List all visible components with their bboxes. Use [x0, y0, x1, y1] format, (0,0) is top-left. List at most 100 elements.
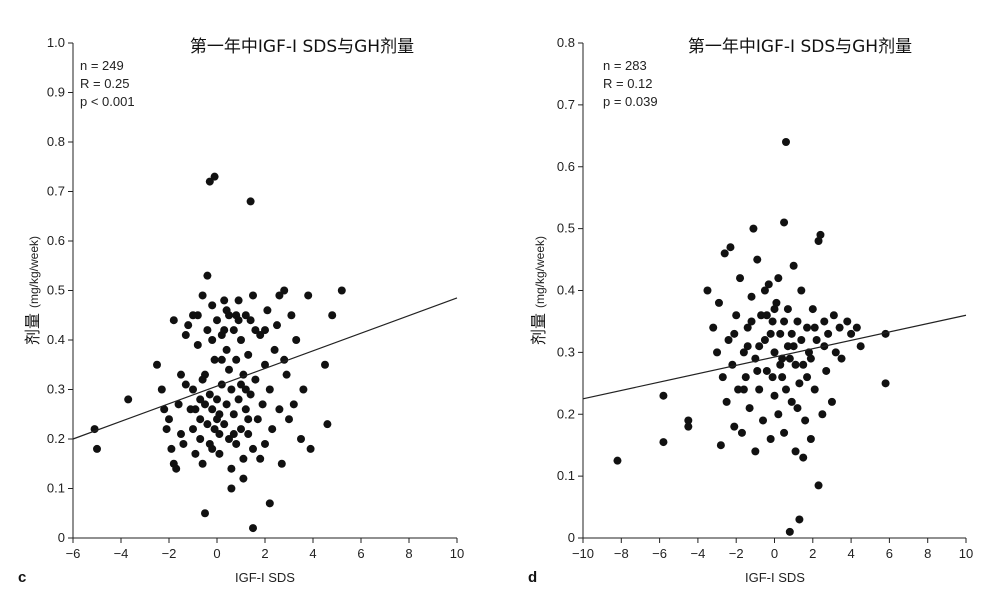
data-point-c: [196, 415, 205, 424]
data-point-d: [791, 360, 800, 369]
data-point-d: [785, 354, 794, 363]
data-point-c: [181, 331, 190, 340]
data-point-c: [239, 454, 248, 463]
data-point-d: [684, 422, 693, 431]
data-point-d: [766, 435, 775, 443]
data-point-c: [263, 306, 272, 315]
data-point-d: [755, 342, 764, 351]
data-point-d: [759, 416, 768, 425]
data-point-c: [196, 395, 205, 404]
stat-r-d: R = 0.12: [603, 76, 653, 91]
stat-p-c: p < 0.001: [80, 94, 135, 109]
data-point-d: [659, 438, 668, 447]
data-point-d: [780, 218, 789, 227]
data-point-c: [165, 415, 173, 424]
data-point-c: [275, 291, 284, 300]
x-tick-label-d: 6: [886, 546, 893, 561]
data-point-c: [203, 271, 212, 280]
data-point-c: [227, 484, 236, 493]
x-tick-label-c: 6: [357, 546, 364, 561]
data-point-c: [220, 326, 229, 335]
data-point-d: [799, 360, 808, 369]
data-point-c: [174, 400, 183, 409]
data-point-d: [613, 456, 622, 465]
data-point-c: [249, 291, 257, 300]
data-point-d: [778, 354, 787, 363]
y-tick-label-d: 0: [568, 530, 575, 545]
data-point-d: [739, 348, 748, 357]
y-axis-title-unit-d: (mg/kg/week): [533, 236, 547, 308]
y-tick-label-c: 0.2: [47, 431, 65, 446]
data-point-c: [253, 415, 262, 424]
data-point-c: [273, 321, 281, 330]
data-point-d: [755, 385, 764, 394]
data-point-c: [244, 350, 253, 359]
data-point-c: [162, 425, 171, 434]
y-tick-label-c: 0.9: [47, 85, 65, 100]
data-point-c: [246, 197, 255, 206]
data-point-c: [222, 345, 231, 354]
data-point-d: [781, 138, 790, 146]
data-point-d: [762, 366, 771, 375]
data-point-c: [208, 405, 217, 414]
data-point-d: [776, 329, 785, 338]
data-point-c: [249, 444, 257, 453]
data-point-d: [774, 410, 783, 419]
data-point-d: [684, 416, 693, 425]
data-point-d: [751, 447, 760, 456]
data-point-d: [787, 397, 796, 406]
data-point-d: [780, 428, 789, 437]
data-point-d: [801, 416, 810, 425]
data-point-d: [739, 385, 748, 394]
data-point-c: [225, 365, 233, 374]
data-point-c: [265, 499, 274, 508]
data-point-c: [179, 439, 188, 448]
data-point-d: [810, 385, 819, 394]
data-point-c: [234, 316, 243, 325]
data-point-c: [306, 444, 315, 453]
data-point-c: [237, 425, 245, 434]
data-point-d: [810, 323, 819, 332]
data-point-d: [703, 286, 712, 295]
scatter-chart-d: 第一年中IGF-I SDS与GH剂量 n = 283 R = 0.12 p = …: [528, 35, 973, 586]
data-point-d: [764, 280, 773, 289]
data-point-c: [232, 355, 241, 364]
data-point-d: [816, 230, 825, 239]
x-tick-label-d: 4: [847, 546, 854, 561]
data-point-d: [799, 453, 808, 462]
data-point-c: [160, 405, 169, 414]
data-point-c: [323, 420, 332, 429]
data-point-d: [793, 317, 802, 326]
x-tick-label-d: 10: [959, 546, 973, 561]
data-point-c: [292, 336, 301, 344]
data-point-c: [246, 316, 255, 325]
y-tick-label-c: 0.1: [47, 481, 65, 496]
data-point-d: [737, 428, 746, 437]
data-point-c: [277, 459, 286, 468]
regression-line-d: [582, 314, 967, 400]
data-point-c: [196, 435, 205, 443]
data-point-d: [718, 373, 727, 382]
data-point-d: [760, 286, 769, 295]
data-point-c: [177, 430, 185, 439]
data-point-d: [831, 348, 840, 357]
data-point-c: [251, 326, 260, 335]
data-point-d: [743, 342, 752, 351]
x-tick-label-c: −6: [66, 546, 81, 561]
data-point-d: [820, 317, 829, 326]
y-tick-label-c: 0.4: [47, 332, 65, 347]
stat-p-d: p = 0.039: [603, 94, 658, 109]
data-point-d: [770, 391, 779, 400]
data-point-c: [93, 444, 101, 453]
data-point-c: [227, 385, 236, 394]
data-point-c: [234, 395, 243, 404]
x-tick-label-d: 8: [924, 546, 931, 561]
data-point-c: [241, 311, 250, 320]
data-point-d: [753, 366, 762, 375]
data-point-d: [806, 435, 815, 443]
data-point-d: [774, 274, 783, 283]
y-axis-title-cn-c: 剂量: [23, 313, 42, 345]
data-point-d: [835, 323, 844, 332]
data-point-c: [232, 439, 241, 448]
